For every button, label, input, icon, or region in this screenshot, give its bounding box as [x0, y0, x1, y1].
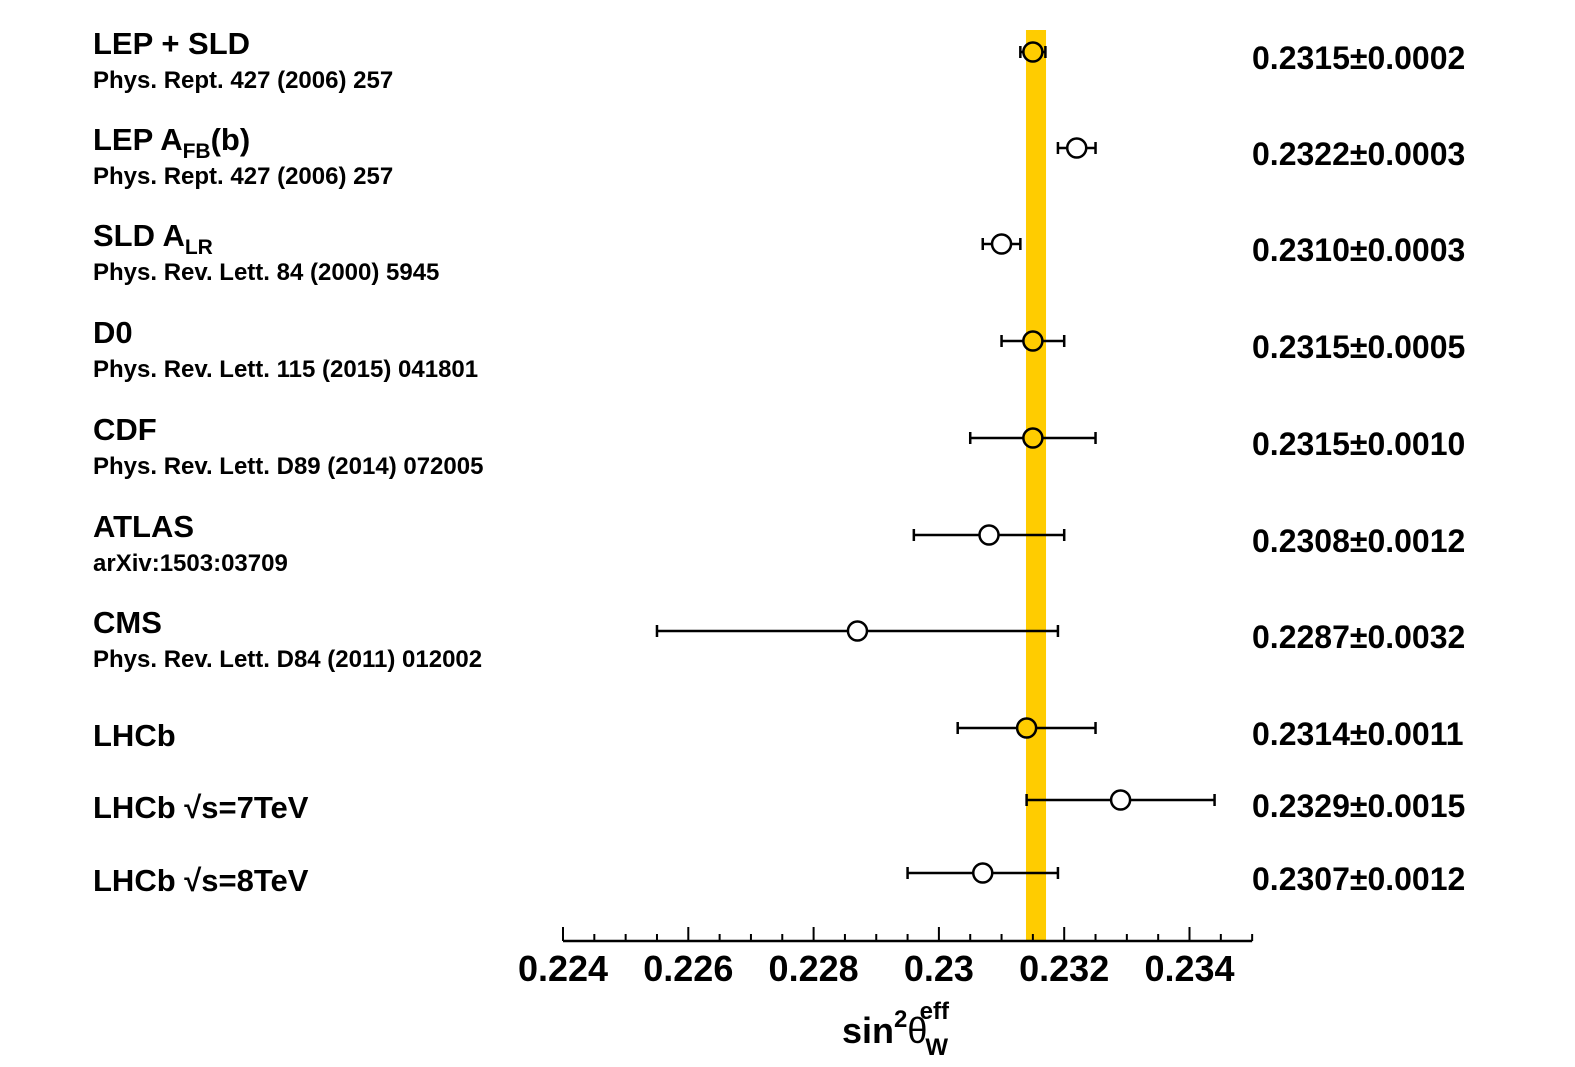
measurement-reference: Phys. Rept. 427 (2006) 257	[93, 163, 393, 190]
measurement-label: LEP AFB(b)	[93, 122, 250, 163]
data-point	[1022, 427, 1044, 449]
measurement-label: SLD ALR	[93, 218, 213, 259]
measurement-row: CMS Phys. Rev. Lett. D84 (2011) 012002 0.2…	[93, 605, 1465, 673]
measurements: LEP + SLD Phys. Rept. 427 (2006) 257 0.231…	[93, 26, 1465, 898]
measurement-row: LEP AFB(b)Phys. Rept. 427 (2006) 257 0.23…	[93, 122, 1465, 190]
measurement-reference: Phys. Rev. Lett. 84 (2000) 5945	[93, 259, 439, 286]
measurement-row: LEP + SLD Phys. Rept. 427 (2006) 257 0.231…	[93, 26, 1465, 94]
average-band	[1025, 30, 1047, 941]
measurement-value: 0.2314±0.0011	[1252, 716, 1464, 752]
measurement-label: ATLAS	[93, 509, 194, 544]
data-point	[1022, 330, 1044, 352]
measurement-row: LHCb √s=7TeV 0.2329±0.0015	[93, 788, 1465, 825]
measurement-row: LHCb 0.2314±0.0011	[93, 716, 1464, 753]
measurement-reference: Phys. Rev. Lett. D84 (2011) 012002	[93, 646, 482, 673]
measurement-row: CDF Phys. Rev. Lett. D89 (2014) 072005 0.2…	[93, 412, 1465, 480]
measurement-row: ATLAS arXiv:1503:03709 0.2308±0.0012	[93, 509, 1465, 577]
x-tick-label: 0.224	[518, 948, 608, 989]
measurement-reference: Phys. Rev. Lett. 115 (2015) 041801	[93, 356, 478, 383]
average-band-layer	[1025, 30, 1047, 941]
data-point	[1109, 789, 1132, 811]
data-point	[1015, 717, 1038, 739]
data-point	[1065, 137, 1088, 159]
data-point	[972, 862, 994, 884]
measurement-label: CMS	[93, 605, 162, 640]
x-tick-label: 0.232	[1019, 948, 1109, 989]
measurement-value: 0.2322±0.0003	[1252, 136, 1465, 172]
measurement-row: LHCb √s=8TeV 0.2307±0.0012	[93, 861, 1465, 898]
measurement-label: LHCb √s=7TeV	[93, 790, 309, 825]
measurement-reference: Phys. Rev. Lett. D89 (2014) 072005	[93, 453, 483, 480]
x-tick-label: 0.23	[904, 948, 974, 989]
measurement-label: LHCb	[93, 718, 176, 753]
measurement-label: D0	[93, 315, 133, 350]
x-axis: 0.224 0.226 0.228 0.23 0.232 0.234	[518, 927, 1254, 989]
data-point	[846, 620, 869, 642]
x-tick-label: 0.234	[1144, 948, 1234, 989]
measurement-value: 0.2329±0.0015	[1252, 788, 1465, 824]
measurement-value: 0.2287±0.0032	[1252, 619, 1465, 655]
measurement-row: D0 Phys. Rev. Lett. 115 (2015) 041801 0.23…	[93, 315, 1465, 383]
measurement-value: 0.2315±0.0010	[1252, 426, 1465, 462]
data-point	[990, 233, 1013, 255]
measurement-reference: arXiv:1503:03709	[93, 550, 288, 577]
x-tick-label: 0.228	[769, 948, 859, 989]
x-axis-label: sin2θWeff	[842, 998, 950, 1061]
data-point	[1022, 41, 1044, 63]
data-point	[978, 524, 1000, 546]
measurement-value: 0.2315±0.0002	[1252, 40, 1465, 76]
measurement-value: 0.2307±0.0012	[1252, 861, 1465, 897]
measurement-label: LEP + SLD	[93, 26, 250, 61]
measurement-value: 0.2310±0.0003	[1252, 232, 1465, 268]
measurement-value: 0.2315±0.0005	[1252, 329, 1465, 365]
measurement-reference: Phys. Rept. 427 (2006) 257	[93, 67, 393, 94]
measurement-label: CDF	[93, 412, 157, 447]
measurement-label: LHCb √s=8TeV	[93, 863, 309, 898]
measurement-value: 0.2308±0.0012	[1252, 523, 1465, 559]
x-tick-label: 0.226	[643, 948, 733, 989]
